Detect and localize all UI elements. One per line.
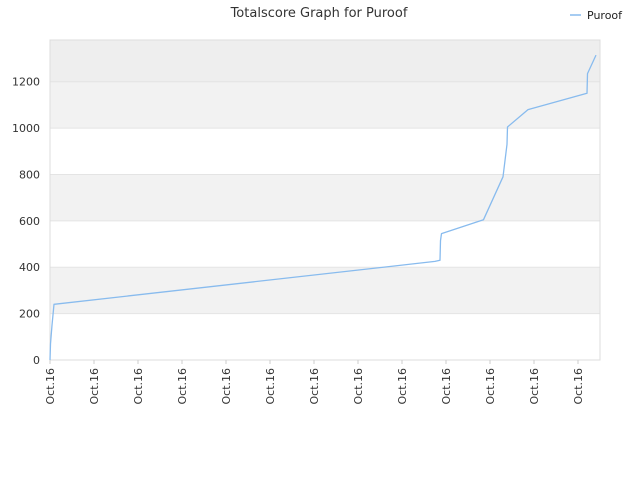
y-tick-label: 200 xyxy=(19,308,40,321)
x-tick-label: Oct.16 xyxy=(132,368,145,405)
plot-background-bands xyxy=(50,40,600,360)
y-tick-label: 600 xyxy=(19,215,40,228)
y-tick-label: 800 xyxy=(19,168,40,181)
data-point xyxy=(52,314,53,315)
x-tick-label: Oct.16 xyxy=(484,368,497,405)
x-tick-label: Oct.16 xyxy=(572,368,585,405)
data-point xyxy=(502,176,503,177)
plot-band xyxy=(50,128,600,175)
data-point xyxy=(441,233,442,234)
data-point xyxy=(50,343,51,344)
legend[interactable]: Puroof xyxy=(570,9,623,22)
x-tick-label: Oct.16 xyxy=(220,368,233,405)
x-tick-label: Oct.16 xyxy=(528,368,541,405)
plot-band xyxy=(50,267,600,314)
x-tick-label: Oct.16 xyxy=(308,368,321,405)
data-point xyxy=(439,260,440,261)
data-point xyxy=(434,261,435,262)
data-point xyxy=(440,240,441,241)
y-tick-label: 1000 xyxy=(12,122,40,135)
x-tick-label: Oct.16 xyxy=(440,368,453,405)
series-layer xyxy=(49,54,597,361)
data-point xyxy=(527,109,528,110)
x-tick-label: Oct.16 xyxy=(44,368,57,405)
plot-frame xyxy=(49,39,601,361)
y-axis-ticks: 0 200 400 600 800 1000 1200 xyxy=(12,76,40,367)
x-tick-label: Oct.16 xyxy=(396,368,409,405)
plot-band xyxy=(50,40,600,82)
legend-label-puroof[interactable]: Puroof xyxy=(587,9,623,22)
data-point xyxy=(483,219,484,220)
data-point xyxy=(587,73,588,74)
y-tick-label: 400 xyxy=(19,261,40,274)
data-point xyxy=(506,144,507,145)
series-line-puroof xyxy=(49,54,597,361)
chart-title: Totalscore Graph for Puroof xyxy=(230,6,408,21)
x-tick-label: Oct.16 xyxy=(352,368,365,405)
data-point xyxy=(51,325,52,326)
x-tick-label: Oct.16 xyxy=(176,368,189,405)
y-tick-label: 1200 xyxy=(12,76,40,89)
data-point xyxy=(586,93,587,94)
plot-band xyxy=(50,220,600,268)
plot-band xyxy=(50,174,600,221)
y-tick-label: 0 xyxy=(33,354,40,367)
data-point xyxy=(595,54,596,55)
x-tick-label: Oct.16 xyxy=(264,368,277,405)
plot-band xyxy=(50,313,600,360)
data-point xyxy=(507,126,508,127)
x-axis-ticks: Oct.16 Oct.16 Oct.16 Oct.16 Oct.16 Oct.16 Oct.… xyxy=(44,360,585,405)
data-point xyxy=(53,304,54,305)
x-tick-label: Oct.16 xyxy=(88,368,101,405)
plot-band xyxy=(50,81,600,129)
